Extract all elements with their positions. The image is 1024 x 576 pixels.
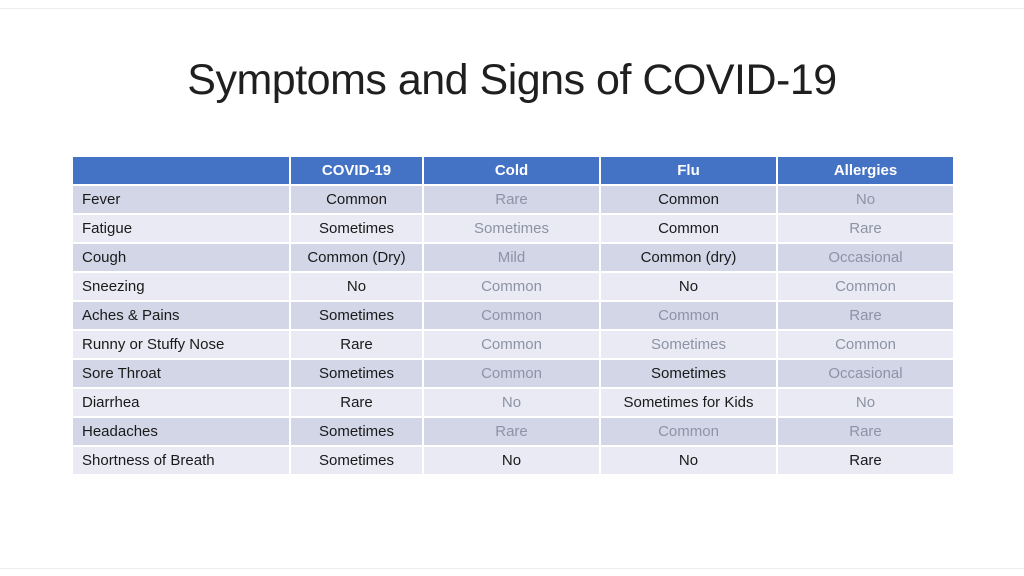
symptom-cell: Fatigue xyxy=(71,213,291,244)
value-cell-allergies: Common xyxy=(776,271,955,302)
value-cell-allergies: Rare xyxy=(776,213,955,244)
value-cell-covid19: Common xyxy=(289,184,424,215)
symptom-cell: Sore Throat xyxy=(71,358,291,389)
value-cell-allergies: Occasional xyxy=(776,358,955,389)
value-cell-flu: Common xyxy=(599,300,778,331)
table-row: Fever Common Rare Common No xyxy=(71,184,955,215)
symptom-cell: Shortness of Breath xyxy=(71,445,291,476)
value-cell-cold: Sometimes xyxy=(422,213,601,244)
table-row: Cough Common (Dry) Mild Common (dry) Occ… xyxy=(71,242,955,273)
value-cell-allergies: Common xyxy=(776,329,955,360)
table-row: Runny or Stuffy Nose Rare Common Sometim… xyxy=(71,329,955,360)
header-cell-symptom xyxy=(71,155,291,186)
value-cell-allergies: Occasional xyxy=(776,242,955,273)
value-cell-allergies: Rare xyxy=(776,300,955,331)
value-cell-cold: Common xyxy=(422,271,601,302)
value-cell-covid19: No xyxy=(289,271,424,302)
slide-title: Symptoms and Signs of COVID-19 xyxy=(187,56,837,104)
value-cell-flu: No xyxy=(599,271,778,302)
symptom-cell: Headaches xyxy=(71,416,291,447)
value-cell-cold: Common xyxy=(422,358,601,389)
table-row: Headaches Sometimes Rare Common Rare xyxy=(71,416,955,447)
slide-top-border xyxy=(0,8,1024,9)
value-cell-cold: Rare xyxy=(422,416,601,447)
header-cell-covid19: COVID-19 xyxy=(289,155,424,186)
value-cell-allergies: No xyxy=(776,387,955,418)
value-cell-cold: Mild xyxy=(422,242,601,273)
value-cell-covid19: Sometimes xyxy=(289,213,424,244)
value-cell-covid19: Sometimes xyxy=(289,358,424,389)
symptom-cell: Diarrhea xyxy=(71,387,291,418)
value-cell-flu: Common xyxy=(599,416,778,447)
value-cell-cold: No xyxy=(422,445,601,476)
value-cell-covid19: Sometimes xyxy=(289,300,424,331)
value-cell-cold: Common xyxy=(422,329,601,360)
symptom-cell: Fever xyxy=(71,184,291,215)
value-cell-flu: No xyxy=(599,445,778,476)
value-cell-covid19: Sometimes xyxy=(289,445,424,476)
value-cell-covid19: Common (Dry) xyxy=(289,242,424,273)
value-cell-flu: Common xyxy=(599,184,778,215)
symptoms-table: COVID-19 Cold Flu Allergies Fever Common… xyxy=(71,155,955,476)
symptom-cell: Sneezing xyxy=(71,271,291,302)
table-body: Fever Common Rare Common No Fatigue Some… xyxy=(71,184,955,476)
header-cell-cold: Cold xyxy=(422,155,601,186)
table-row: Sore Throat Sometimes Common Sometimes O… xyxy=(71,358,955,389)
header-cell-flu: Flu xyxy=(599,155,778,186)
table-row: Diarrhea Rare No Sometimes for Kids No xyxy=(71,387,955,418)
table-row: Aches & Pains Sometimes Common Common Ra… xyxy=(71,300,955,331)
value-cell-allergies: Rare xyxy=(776,445,955,476)
value-cell-flu: Common (dry) xyxy=(599,242,778,273)
table-row: Fatigue Sometimes Sometimes Common Rare xyxy=(71,213,955,244)
value-cell-flu: Sometimes xyxy=(599,329,778,360)
value-cell-cold: No xyxy=(422,387,601,418)
symptom-cell: Aches & Pains xyxy=(71,300,291,331)
symptom-cell: Cough xyxy=(71,242,291,273)
value-cell-allergies: Rare xyxy=(776,416,955,447)
value-cell-cold: Common xyxy=(422,300,601,331)
value-cell-cold: Rare xyxy=(422,184,601,215)
table-row: Shortness of Breath Sometimes No No Rare xyxy=(71,445,955,476)
value-cell-flu: Sometimes xyxy=(599,358,778,389)
table-row: Sneezing No Common No Common xyxy=(71,271,955,302)
slide-bottom-border xyxy=(0,568,1024,569)
header-row: COVID-19 Cold Flu Allergies xyxy=(71,155,955,186)
value-cell-covid19: Sometimes xyxy=(289,416,424,447)
value-cell-flu: Sometimes for Kids xyxy=(599,387,778,418)
value-cell-allergies: No xyxy=(776,184,955,215)
value-cell-covid19: Rare xyxy=(289,387,424,418)
header-cell-allergies: Allergies xyxy=(776,155,955,186)
value-cell-covid19: Rare xyxy=(289,329,424,360)
value-cell-flu: Common xyxy=(599,213,778,244)
symptom-cell: Runny or Stuffy Nose xyxy=(71,329,291,360)
